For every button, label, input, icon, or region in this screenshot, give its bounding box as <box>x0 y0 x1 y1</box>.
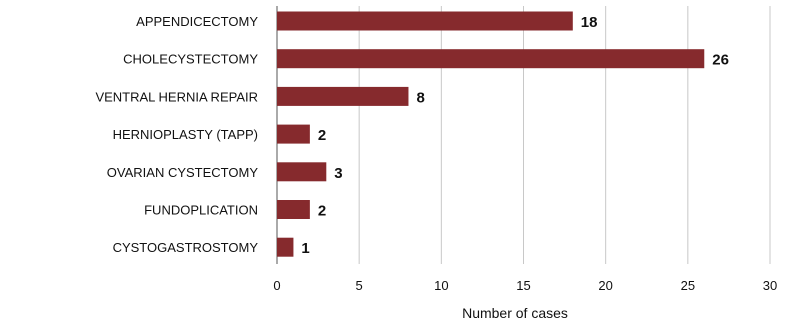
category-label: APPENDICECTOMY <box>136 14 258 29</box>
data-label: 26 <box>712 52 729 69</box>
data-label: 1 <box>301 240 309 257</box>
bar <box>277 11 573 31</box>
bar <box>277 49 705 69</box>
category-label: VENTRAL HERNIA REPAIR <box>95 89 258 104</box>
data-label: 18 <box>581 14 598 31</box>
bar <box>277 86 409 106</box>
bar <box>277 200 310 219</box>
bar-layer <box>277 11 705 257</box>
category-label: FUNDOPLICATION <box>144 203 258 218</box>
x-tick-label: 20 <box>598 278 612 293</box>
category-label: CYSTOGASTROSTOMY <box>113 240 259 255</box>
grid-layer <box>276 6 771 264</box>
bar <box>277 124 310 144</box>
x-tick-label: 0 <box>273 278 280 293</box>
category-label: OVARIAN CYSTECTOMY <box>107 165 259 180</box>
x-axis-title: Number of cases <box>462 305 568 321</box>
x-tick-label: 10 <box>434 278 448 293</box>
x-tick-label: 5 <box>356 278 363 293</box>
category-label: CHOLECYSTECTOMY <box>123 52 258 67</box>
category-label: HERNIOPLASTY (TAPP) <box>113 127 258 142</box>
data-label: 2 <box>318 127 326 144</box>
data-label: 3 <box>334 165 342 182</box>
bar <box>277 237 294 257</box>
data-label: 8 <box>416 89 424 106</box>
x-tick-label: 25 <box>681 278 695 293</box>
bar <box>277 162 327 182</box>
x-tick-label: 15 <box>516 278 530 293</box>
data-label: 2 <box>318 203 326 220</box>
x-tick-label: 30 <box>763 278 777 293</box>
